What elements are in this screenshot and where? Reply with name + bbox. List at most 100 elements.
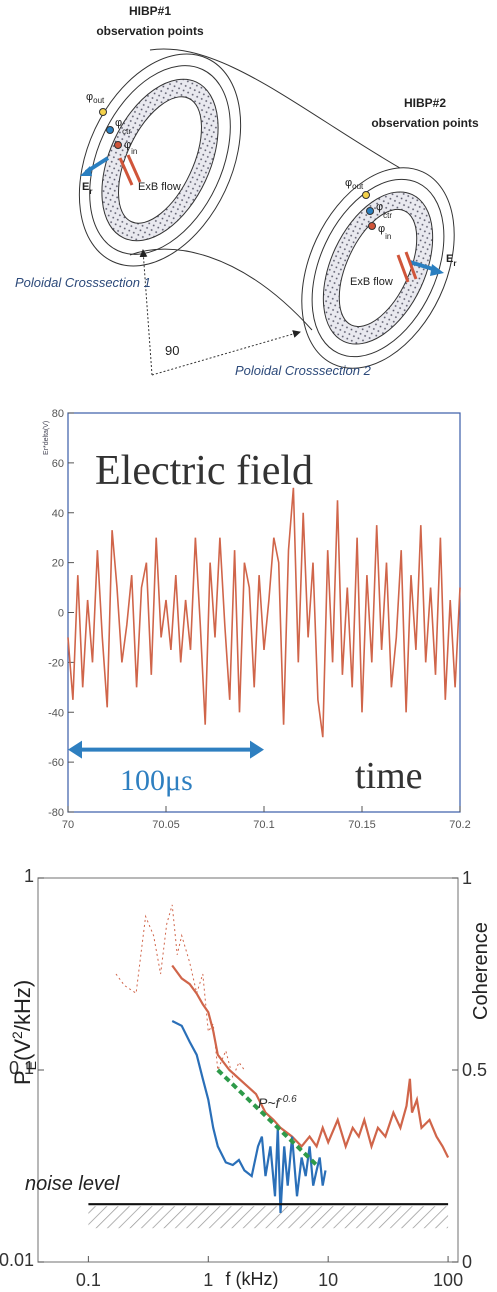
flow-label: ExB flow <box>138 181 181 193</box>
line <box>67 487 461 738</box>
y-axis-label: Er*delta(V) <box>43 421 50 455</box>
subscript: r <box>453 259 456 268</box>
annotation: noise level <box>25 1173 120 1195</box>
flow-arrow <box>126 154 142 183</box>
y-axis-label: PE(V2/kHz) <box>9 980 39 1085</box>
y-tick-label: 0.01 <box>0 1250 34 1270</box>
label-rest: (V <box>10 1039 35 1061</box>
cross-section-2 <box>301 167 455 369</box>
x-tick-label: 1 <box>203 1270 213 1290</box>
y-tick-label: 0.1 <box>9 1058 34 1078</box>
x-tick-label: 70.15 <box>348 819 376 831</box>
point <box>366 207 374 215</box>
point <box>362 191 370 199</box>
point <box>99 108 107 116</box>
probe-title: HIBP#1 <box>129 4 171 18</box>
section-label: Poloidal Crosssection 2 <box>235 363 372 378</box>
point <box>368 222 376 230</box>
y-tick-label: 80 <box>52 408 64 420</box>
noise-hatch <box>88 1206 449 1229</box>
x-tick-label: 70.2 <box>449 819 470 831</box>
angle-label: 90 <box>165 343 179 358</box>
label-sup: 2 <box>9 1031 25 1039</box>
symbol: φ <box>376 201 383 213</box>
flux-surface <box>311 178 445 358</box>
subscript: in <box>131 147 137 156</box>
y-tick-label: 60 <box>52 458 64 470</box>
flux-surface <box>301 167 455 369</box>
x-tick-label: 10 <box>318 1270 338 1290</box>
flow-label: ExB flow <box>350 276 393 288</box>
subscript: ctr <box>122 127 131 136</box>
annotation: time <box>355 755 423 797</box>
series-line <box>171 964 450 1158</box>
symbol: φ <box>86 91 93 103</box>
y2-axis-label: Coherence <box>470 922 492 1020</box>
probe-title: HIBP#2 <box>404 96 446 110</box>
diagram-labels: HIBP#1 observation points HIBP#2 observa… <box>96 4 479 130</box>
point <box>114 141 122 149</box>
annotation-sup: -0.6 <box>279 1094 297 1105</box>
y-tick-label: -80 <box>48 807 64 819</box>
symbol: φ <box>378 223 385 235</box>
series-line <box>115 904 245 1080</box>
symbol: φ <box>345 177 352 189</box>
point-label: φctr <box>115 117 131 136</box>
y-tick-label: 40 <box>52 508 64 520</box>
x-axis-label: f (kHz) <box>226 1269 279 1289</box>
y2-tick-label: 0.5 <box>462 1060 487 1080</box>
point-label: φin <box>124 139 137 156</box>
x-tick-label: 70 <box>62 819 74 831</box>
y2-tick-label: 0 <box>462 1252 472 1272</box>
annotation: P~f-0.6 <box>258 1094 297 1111</box>
symbol: φ <box>115 117 122 129</box>
point-label: φctr <box>376 201 392 220</box>
annotation: 100μs <box>120 764 193 797</box>
annotation: Electric field <box>95 448 313 494</box>
annotation-main: P~f <box>258 1095 282 1111</box>
symbol: E <box>82 181 89 193</box>
y-tick-label: 1 <box>24 866 34 886</box>
arrow <box>151 330 301 376</box>
label-end: /kHz) <box>10 980 35 1031</box>
flux-surface <box>78 53 242 267</box>
diagram-labels: φout φctr φin Er ExB flow φout φctr φin … <box>15 91 456 378</box>
symbol: E <box>446 253 453 265</box>
probe-subtitle: observation points <box>371 116 479 130</box>
y-tick-label: 0 <box>58 608 64 620</box>
symbol: φ <box>124 139 131 151</box>
cross-section-1 <box>78 53 242 267</box>
subscript: r <box>89 187 92 196</box>
flow-arrow <box>396 254 410 283</box>
point-label: φin <box>378 223 391 241</box>
field-label: Er <box>446 253 456 268</box>
field-arrow-head <box>430 264 444 276</box>
x-tick-label: 70.05 <box>152 819 180 831</box>
y-tick-label: 20 <box>52 558 64 570</box>
field-label: Er <box>82 181 92 196</box>
arrow <box>139 249 153 376</box>
x-tick-label: 70.1 <box>253 819 274 831</box>
y-tick-label: -20 <box>48 657 64 669</box>
subscript: in <box>385 232 391 241</box>
series-line <box>216 1068 318 1167</box>
probe-subtitle: observation points <box>96 24 204 38</box>
point-label: φout <box>345 177 364 191</box>
point-label: φout <box>86 91 105 105</box>
subscript: out <box>352 182 364 191</box>
x-tick-label: 100 <box>433 1270 463 1290</box>
y-tick-label: -40 <box>48 707 64 719</box>
chart: -80 -60 -40 -20 0 20 40 60 80 70 70.05 70.1 70.15 70.… <box>43 408 471 831</box>
flow-arrow <box>118 157 134 186</box>
y2-tick-label: 1 <box>462 868 472 888</box>
core <box>118 96 202 224</box>
label-main: P <box>10 1070 35 1085</box>
connector <box>149 48 401 169</box>
diagram <box>78 48 455 376</box>
subscript: ctr <box>383 211 392 220</box>
point <box>106 126 114 134</box>
subscript: out <box>93 96 105 105</box>
y-tick-label: -60 <box>48 757 64 769</box>
